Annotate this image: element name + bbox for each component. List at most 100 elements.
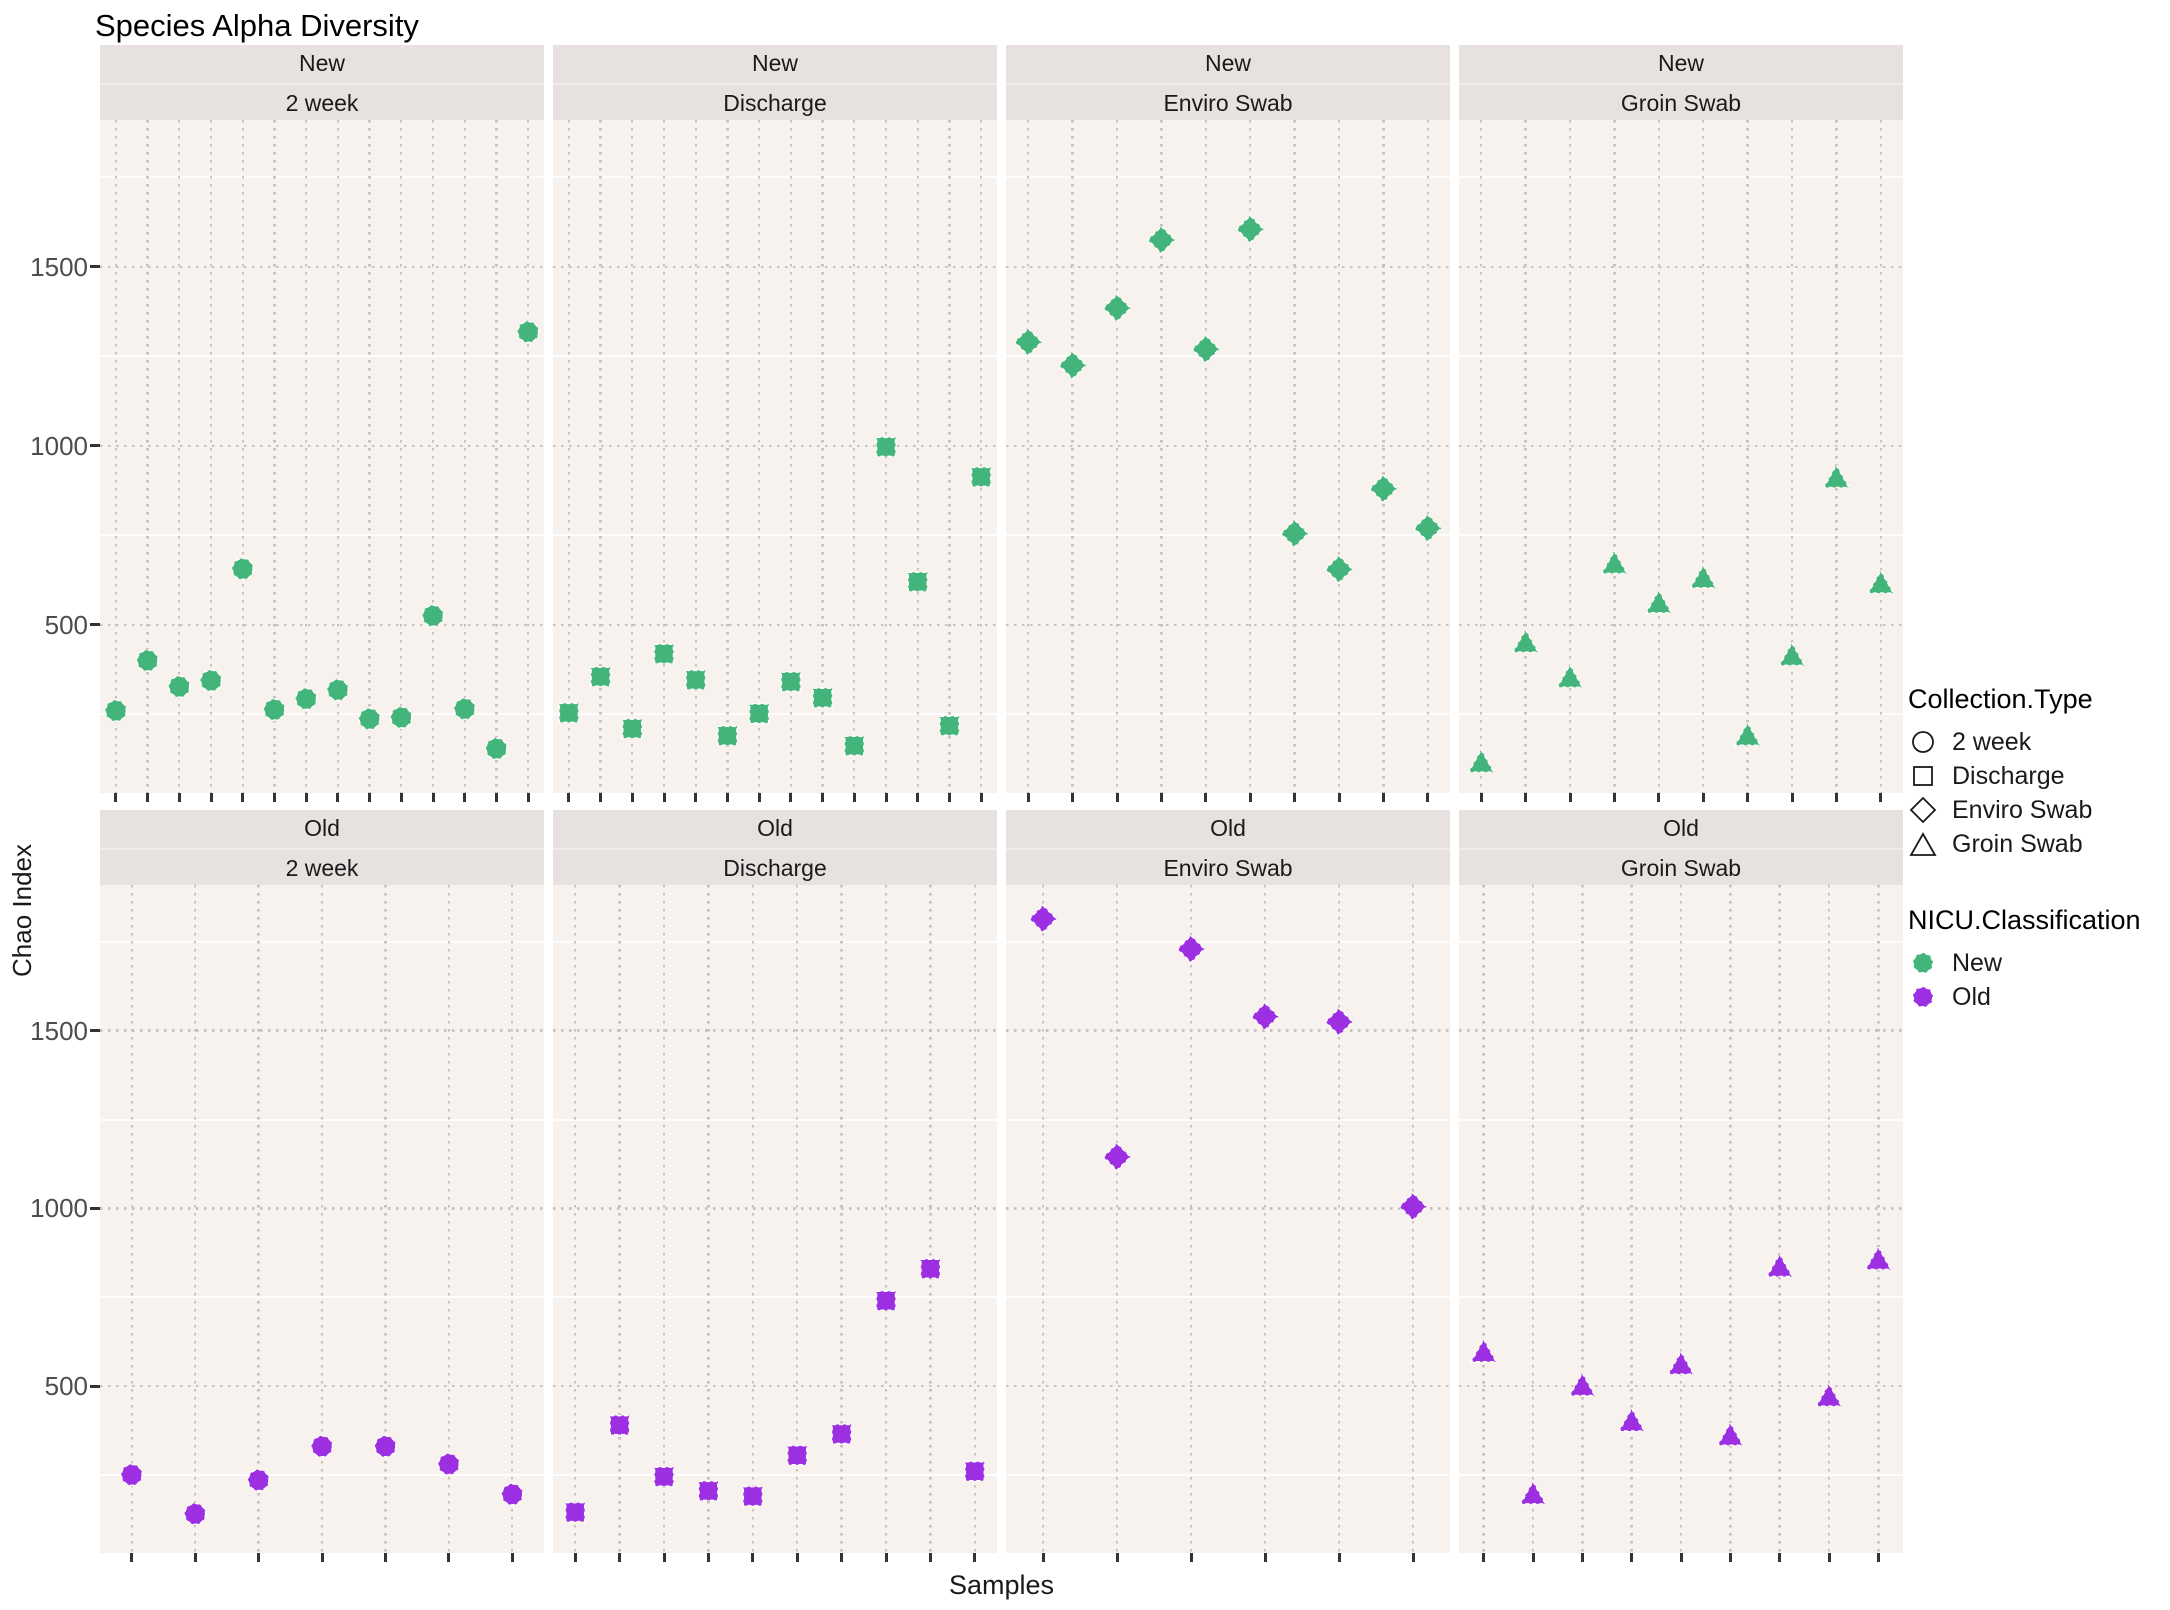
x-tick-mark [241,793,245,802]
gridline-vertical-sample [304,120,308,793]
facet-strip-col-label: 2 week [100,82,544,122]
facet-strip-col-label: Discharge [553,847,997,887]
gridline-minor-horizontal [100,176,544,179]
gridline-major-horizontal [553,265,997,268]
gridline-vertical-sample [1337,120,1341,793]
data-point [939,715,960,736]
x-tick-mark [320,1553,324,1562]
gridline-vertical-sample [1613,120,1616,793]
gridline-vertical-sample [447,885,451,1553]
x-tick-mark [447,1553,451,1562]
gridline-major-horizontal [1006,1029,1450,1032]
legend-shape-items: 2 week Discharge Enviro Swab Groin Swab [1908,725,2168,861]
gridline-vertical-sample [431,120,435,793]
gridline-vertical-sample [1877,885,1880,1553]
data-point [1235,214,1265,244]
gridline-vertical-sample [789,120,793,793]
gridline-vertical-sample [209,120,213,793]
gridline-minor-horizontal [1006,176,1450,179]
gridline-vertical-sample [1746,120,1749,793]
x-tick-mark [1248,793,1252,802]
data-point [1645,588,1673,614]
gridline-vertical-sample [1249,120,1252,793]
x-tick-mark [1879,793,1883,802]
data-point [1716,1421,1745,1446]
x-tick-mark [510,1553,514,1562]
circle-glyph [1912,986,1934,1008]
points-layer [564,1258,986,1523]
data-point [786,1445,808,1466]
data-point [1028,904,1058,934]
data-point [104,699,128,722]
gridline-major-horizontal [1006,444,1450,447]
legend-shape-title: Collection.Type [1908,684,2093,714]
data-point [1600,549,1629,575]
gridline-vertical-sample [1657,120,1660,793]
data-point [421,604,445,628]
legend-gap [1908,861,2168,905]
x-tick-mark [130,1553,134,1562]
data-point [326,678,350,702]
gridline-vertical-sample [526,120,530,793]
x-tick-mark [1115,1553,1119,1562]
data-point [1815,1382,1843,1407]
x-tick-mark [1263,1553,1267,1562]
legend-item-label: Enviro Swab [1952,795,2093,824]
gridline-vertical-sample [821,120,824,793]
gridline-minor-horizontal [1006,940,1450,943]
x-tick-mark [795,1553,799,1562]
facet-strip-col-label: Enviro Swab [1006,82,1450,122]
data-point [231,557,254,581]
gridline-major-horizontal [553,1029,997,1032]
data-point [1146,225,1176,255]
data-point [136,649,159,672]
x-tick-mark [567,793,571,802]
gridline-major-horizontal [1459,623,1903,626]
data-point [964,1461,986,1482]
gridline-vertical-sample [751,885,754,1553]
gridline-vertical-sample [1879,120,1882,793]
x-tick-mark [209,793,213,802]
gridline-minor-horizontal [553,176,997,179]
x-tick-mark [916,793,920,802]
facet-strip-col-label: Enviro Swab [1006,847,1450,887]
gridline-vertical-sample [973,885,976,1553]
facet-strip-row-label: Old [1459,810,1903,848]
legend-item-label: New [1952,948,2003,977]
data-point [1689,563,1717,589]
x-tick-mark [884,793,888,802]
x-tick-mark [973,1553,977,1562]
data-point [1556,663,1584,688]
x-tick-mark [821,793,825,802]
points-layer [1013,214,1443,584]
gridline-minor-horizontal [100,713,544,716]
data-point [1058,350,1088,380]
data-point [1617,1406,1646,1432]
x-tick-mark [257,1553,261,1562]
data-point [622,718,643,739]
facet-panel [1006,885,1450,1553]
gridline-vertical-sample [726,120,729,793]
points-layer [120,1435,524,1526]
x-tick-mark [1531,1553,1535,1562]
gridline-minor-horizontal [1459,355,1903,358]
y-tick-label: 1000 [30,1193,88,1224]
gridline-vertical-sample [1189,885,1193,1553]
x-tick-mark [1115,793,1119,802]
x-tick-mark [947,793,951,802]
gridline-major-horizontal [1459,265,1903,268]
y-tick-mark [90,623,100,627]
data-point [685,669,706,691]
y-tick-label: 500 [44,609,88,640]
x-tick-mark [494,793,498,802]
legend: Collection.Type 2 week Discharge Enviro Sw… [1908,684,2168,1014]
x-tick-mark [662,1553,666,1562]
data-point [501,1483,524,1506]
gridline-minor-horizontal [553,534,997,537]
circle-legend-icon [1912,952,1934,974]
data-point [247,1468,270,1492]
data-point [1511,628,1540,653]
gridline-vertical-sample [130,885,133,1553]
gridline-vertical-sample [1041,885,1045,1553]
gridline-vertical-sample [511,885,514,1553]
